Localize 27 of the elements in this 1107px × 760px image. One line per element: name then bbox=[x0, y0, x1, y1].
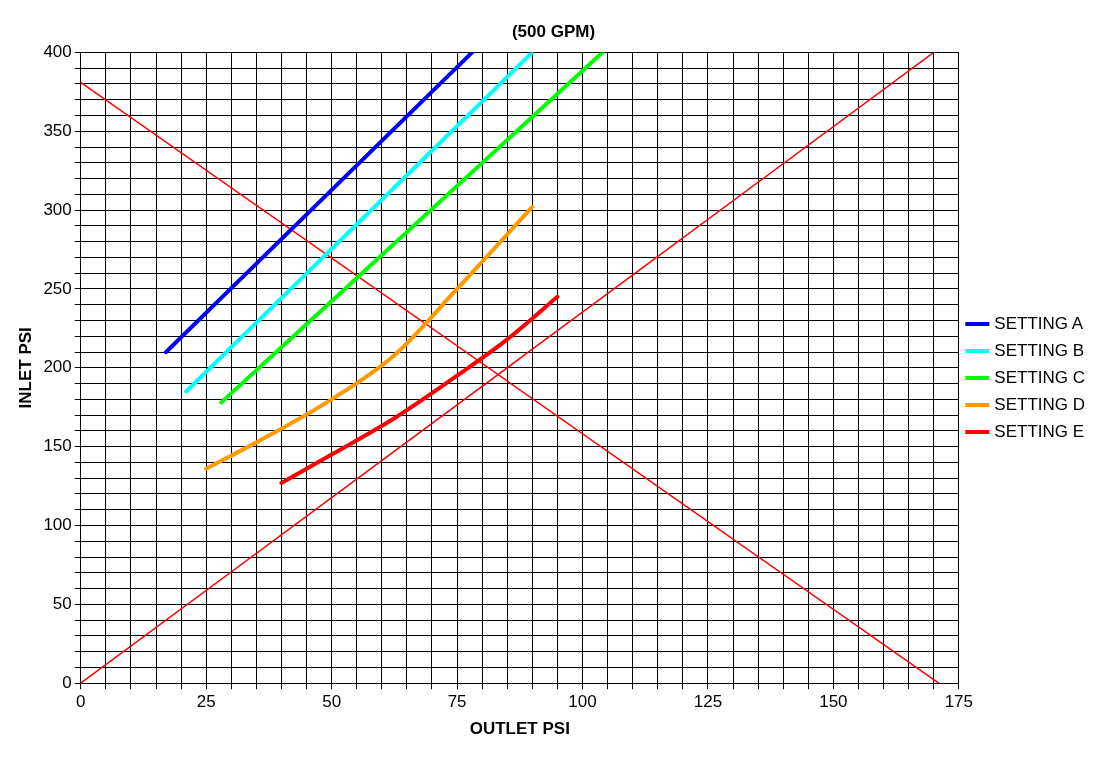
y-tick-label: 400 bbox=[43, 42, 72, 62]
y-tick-label: 100 bbox=[43, 515, 72, 535]
y-axis-title: INLET PSI bbox=[15, 327, 35, 409]
y-tick-label: 50 bbox=[52, 594, 72, 614]
y-tick-label: 0 bbox=[62, 672, 72, 692]
x-tick-label: 175 bbox=[944, 692, 974, 712]
x-tick-label: 150 bbox=[819, 692, 848, 712]
x-tick-label: 100 bbox=[568, 692, 597, 712]
x-tick-label: 75 bbox=[447, 692, 467, 712]
line-series bbox=[204, 204, 535, 471]
y-tick-label: 350 bbox=[43, 120, 72, 140]
y-tick-label: 200 bbox=[43, 357, 72, 377]
line-series bbox=[279, 294, 560, 485]
y-tick-label: 150 bbox=[43, 436, 72, 456]
legend-label: SETTING A bbox=[994, 313, 1084, 333]
legend-label: SETTING D bbox=[994, 394, 1085, 414]
x-tick-label: 0 bbox=[76, 692, 86, 712]
x-axis-title: OUTLET PSI bbox=[469, 719, 570, 739]
x-tick-label: 50 bbox=[322, 692, 342, 712]
x-tick-label: 25 bbox=[196, 692, 216, 712]
y-tick-label: 300 bbox=[43, 199, 72, 219]
x-tick-label: 125 bbox=[693, 692, 723, 712]
y-tick-label: 250 bbox=[43, 278, 72, 298]
legend-label: SETTING B bbox=[994, 340, 1085, 360]
legend-label: SETTING E bbox=[994, 421, 1085, 441]
legend-label: SETTING C bbox=[994, 367, 1085, 387]
chart-title: (500 GPM) bbox=[511, 21, 596, 41]
